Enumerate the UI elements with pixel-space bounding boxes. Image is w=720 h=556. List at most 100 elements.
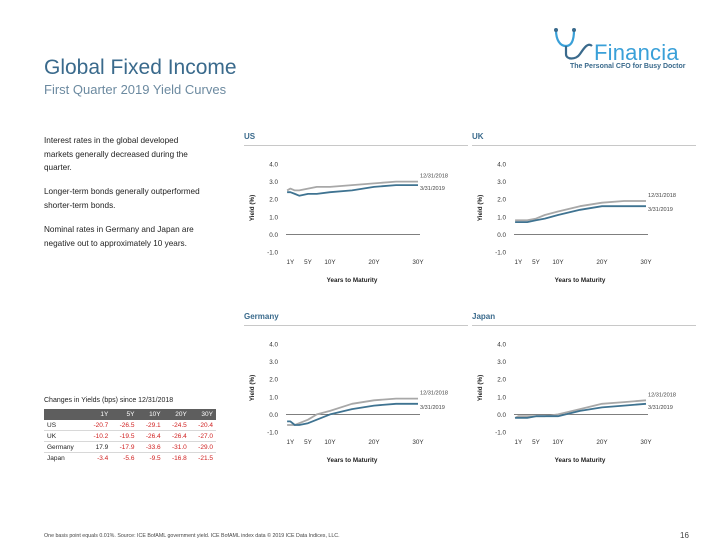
table-cell: -9.5 [149, 454, 161, 462]
series-label: 3/31/2019 [648, 405, 673, 411]
yield-curve-plot: 4.0 3.0 2.0 1.0 0.0 -1.0 1Y 5Y 10Y 20Y 30Y Yield (%… [477, 162, 676, 285]
y-tick-label: 3.0 [497, 179, 506, 186]
logo-text: Financia [594, 40, 679, 65]
footnote: One basis point equals 0.01%. Source: IC… [44, 533, 340, 539]
x-tick-label: 30Y [412, 259, 424, 266]
table-cell: -26.4 [137, 430, 164, 442]
series-line-1 [287, 184, 418, 197]
yield-curve-plot: 4.0 3.0 2.0 1.0 0.0 -1.0 1Y 5Y 10Y 20Y 30Y Yield (%… [249, 162, 448, 285]
table-cell: 17.9 [85, 441, 112, 453]
y-tick-label: 0.0 [497, 232, 506, 239]
table-cell: -29.1 [137, 420, 164, 431]
changes-table: 1Y 5Y 10Y 20Y 30Y US -20.7 -26.5 -29.1 -24.5… [44, 409, 216, 463]
table-cell: -31.0 [163, 441, 190, 453]
chart-title: UK [472, 132, 484, 141]
row-label: US [44, 420, 86, 431]
x-tick-label: 20Y [368, 439, 380, 446]
header-cell: 10Y [137, 409, 164, 420]
x-tick-label: 1Y [287, 439, 296, 446]
table-cell: -27.0 [189, 430, 216, 442]
page-title: Global Fixed Income [44, 56, 237, 79]
x-axis-label: Years to Maturity [327, 457, 378, 464]
chart-germany: Germany 4.0 3.0 2.0 1.0 0.0 -1.0 1Y 5Y 10Y 20Y 30Y Y… [244, 312, 474, 482]
commentary-3: Nominal rates in Germany and Japan are n… [44, 225, 194, 248]
chart-title: Japan [472, 312, 496, 321]
y-tick-label: -1.0 [495, 430, 506, 437]
header-cell [44, 409, 86, 420]
x-tick-label: 10Y [324, 259, 336, 266]
x-tick-label: 30Y [640, 259, 652, 266]
x-tick-label: 20Y [596, 259, 608, 266]
y-tick-label: 0.0 [269, 412, 278, 419]
x-axis-label: Years to Maturity [555, 457, 606, 464]
table-cell: -24.5 [163, 420, 190, 431]
series-label: 12/31/2018 [420, 391, 448, 397]
y-tick-label: 2.0 [269, 377, 278, 384]
y-tick-label: -1.0 [267, 250, 278, 257]
stethoscope-icon [554, 28, 593, 60]
y-axis-label: Yield (%) [477, 195, 484, 221]
table-cell: -20.7 [85, 420, 112, 431]
table-cell: -16.8 [171, 454, 187, 462]
table-row: Japan -3.4 -5.6 -9.5 -16.8 -21.5 [44, 453, 216, 464]
changes-title: Changes in Yields (bps) since 12/31/2018 [44, 397, 174, 404]
y-tick-label: 3.0 [269, 179, 278, 186]
chart-us: US 4.0 3.0 2.0 1.0 0.0 -1.0 1Y 5Y 10Y 20Y 30Y Yield … [244, 132, 474, 302]
series-label: 12/31/2018 [648, 392, 676, 398]
y-axis-label: Yield (%) [249, 195, 256, 221]
table-row: US -20.7 -26.5 -29.1 -24.5 -20.4 [44, 420, 216, 431]
series-line-0 [514, 399, 647, 419]
y-tick-label: 4.0 [269, 162, 278, 169]
table-cell: -33.6 [137, 441, 164, 453]
changes-header-row: 1Y 5Y 10Y 20Y 30Y [44, 409, 216, 420]
y-axis-label: Yield (%) [249, 375, 256, 401]
x-axis-label: Years to Maturity [327, 277, 378, 284]
yield-curve-plot: 4.0 3.0 2.0 1.0 0.0 -1.0 1Y 5Y 10Y 20Y 30Y Yield (%… [477, 342, 676, 465]
page-number: 16 [680, 531, 689, 540]
y-tick-label: 0.0 [269, 232, 278, 239]
series-label: 12/31/2018 [420, 174, 448, 180]
table-cell: -3.4 [97, 454, 109, 462]
y-tick-label: 4.0 [497, 162, 506, 169]
y-tick-label: 4.0 [497, 342, 506, 349]
y-tick-label: -1.0 [495, 250, 506, 257]
chart-divider [244, 145, 468, 146]
y-tick-label: -1.0 [267, 430, 278, 437]
y-tick-label: 1.0 [497, 214, 506, 221]
x-tick-label: 1Y [515, 439, 524, 446]
commentary-2: Longer-term bonds generally outperformed… [44, 187, 200, 210]
x-tick-label: 10Y [552, 259, 564, 266]
commentary-1: Interest rates in the global developed m… [44, 136, 188, 172]
header-cell: 30Y [189, 409, 216, 420]
series-line-1 [515, 402, 647, 419]
series-label: 12/31/2018 [648, 193, 676, 199]
x-tick-label: 10Y [324, 439, 336, 446]
x-tick-label: 5Y [304, 439, 313, 446]
series-line-1 [287, 402, 418, 426]
y-tick-label: 4.0 [269, 342, 278, 349]
chart-divider [472, 145, 696, 146]
series-line-1 [515, 205, 646, 223]
header-cell: 20Y [163, 409, 190, 420]
table-cell: -10.2 [85, 430, 112, 442]
x-tick-label: 30Y [412, 439, 424, 446]
chart-japan: Japan 4.0 3.0 2.0 1.0 0.0 -1.0 1Y 5Y 10Y 20Y 30Y Yie… [472, 312, 702, 482]
y-tick-label: 0.0 [497, 412, 506, 419]
header-cell: 1Y [85, 409, 112, 420]
chart-divider [244, 325, 468, 326]
y-tick-label: 2.0 [497, 197, 506, 204]
series-label: 3/31/2019 [648, 207, 673, 213]
chart-uk: UK 4.0 3.0 2.0 1.0 0.0 -1.0 1Y 5Y 10Y 20Y 30Y Yield … [472, 132, 702, 302]
x-tick-label: 5Y [532, 439, 541, 446]
x-axis-label: Years to Maturity [555, 277, 606, 284]
y-tick-label: 1.0 [269, 214, 278, 221]
x-tick-label: 20Y [368, 259, 380, 266]
page-subtitle: First Quarter 2019 Yield Curves [44, 82, 227, 97]
table-cell: -5.6 [123, 454, 135, 462]
table-cell: -21.5 [198, 454, 213, 462]
y-tick-label: 1.0 [497, 394, 506, 401]
series-label: 3/31/2019 [420, 186, 445, 192]
table-cell: -17.9 [111, 441, 138, 453]
table-row: Germany 17.9 -17.9 -33.6 -31.0 -29.0 [44, 441, 216, 453]
series-line-0 [286, 180, 418, 192]
